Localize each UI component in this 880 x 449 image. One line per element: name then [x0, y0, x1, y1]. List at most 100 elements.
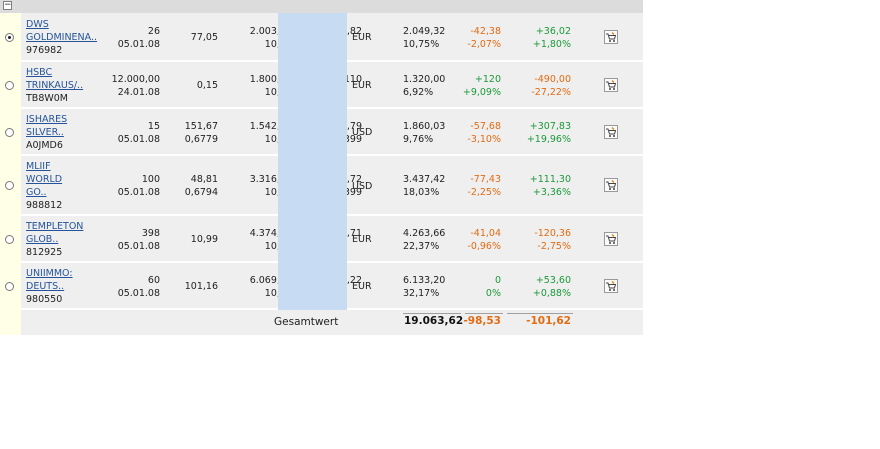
purchase-date: 05.01.08 [117, 187, 160, 198]
currency: EUR [352, 32, 372, 43]
total-change-abs: +53,60 [535, 274, 571, 286]
current-price: 0,110 [334, 73, 362, 85]
day-change-abs: -42,38 [470, 25, 501, 37]
row-select-radio[interactable] [5, 32, 14, 42]
security-wkn: TB8W0M [26, 93, 68, 104]
security-name-link[interactable]: GOLDMINENA.. [26, 32, 98, 43]
shopping-cart-icon[interactable] [604, 278, 618, 293]
current-price: 10,71 [334, 227, 362, 239]
total-change-pct: -27,22% [531, 86, 571, 98]
purchase-cost: 2.003,30 [249, 25, 292, 37]
total-label: Gesamtwert [274, 316, 339, 328]
quantity: 15 [147, 120, 160, 132]
shopping-cart-icon[interactable] [604, 29, 618, 44]
day-change-abs: -57,68 [470, 120, 501, 132]
security-name-link[interactable]: GLOB.. [26, 234, 59, 245]
purchase-price: 10,99 [190, 234, 218, 245]
current-price: 53,72 [334, 174, 362, 185]
security-wkn: 976982 [26, 45, 63, 56]
table-header-bar: − [0, 0, 643, 13]
security-name-link[interactable]: DWS [26, 19, 49, 30]
purchase-cost: 4.374,02 [249, 227, 292, 239]
purchase-price: 77,05 [190, 32, 218, 43]
purchase-price: 48,81 [190, 174, 218, 185]
total-overall-underline [507, 313, 573, 314]
shopping-cart-icon[interactable] [604, 124, 618, 139]
security-wkn: A0JMD6 [26, 140, 63, 151]
collapse-toggle-icon[interactable]: − [3, 0, 12, 10]
selection-column [0, 13, 21, 335]
currency: USD [352, 127, 373, 138]
total-value-underline [403, 313, 461, 314]
position-value: 2.049,32 [403, 25, 446, 37]
total-change-pct: +19,96% [526, 133, 571, 145]
total-row: Gesamtwert 19.063,62 -98,53 -101,62 [21, 310, 643, 335]
day-change-pct: -0,96% [467, 240, 501, 252]
security-name-link[interactable]: DEUTS.. [26, 281, 65, 292]
security-name-link[interactable]: SILVER.. [26, 127, 64, 138]
position-value: 3.437,42 [403, 174, 446, 185]
purchase-date: 05.01.08 [117, 133, 160, 145]
security-wkn: 980550 [26, 294, 63, 305]
shopping-cart-icon[interactable] [604, 231, 618, 246]
row-select-radio[interactable] [5, 80, 14, 90]
row-select-radio[interactable] [5, 127, 14, 137]
portfolio-weight: 22,37% [403, 240, 440, 252]
portfolio-weight: 6,92% [403, 86, 434, 98]
position-value: 4.263,66 [403, 227, 446, 239]
purchase-cost: 1.542,20 [249, 120, 292, 132]
day-change-abs: -41,04 [470, 227, 501, 239]
currency: EUR [352, 281, 372, 292]
purchase-date: 05.01.08 [117, 287, 160, 299]
security-name-link[interactable]: MLIIF [26, 161, 51, 172]
security-wkn: 988812 [26, 200, 63, 211]
row-select-radio[interactable] [5, 234, 14, 244]
currency: EUR [352, 234, 372, 245]
purchase-price: 151,67 [184, 120, 218, 132]
total-change-pct: -2,75% [537, 240, 571, 252]
currency: EUR [352, 80, 372, 91]
security-name-link[interactable]: TRINKAUS/.. [26, 80, 84, 91]
quantity: 26 [147, 25, 160, 37]
security-wkn: 812925 [26, 247, 63, 258]
shopping-cart-icon[interactable] [604, 178, 618, 192]
current-price-column-highlight [278, 13, 347, 310]
current-price: 78,82 [334, 25, 362, 37]
quantity: 100 [141, 174, 160, 185]
total-change-pct: +3,36% [532, 187, 571, 198]
row-select-radio[interactable] [5, 181, 14, 190]
day-change-abs: +120 [474, 73, 501, 85]
portfolio-weight: 18,03% [403, 187, 440, 198]
total-change-pct: +1,80% [532, 38, 571, 50]
security-name-link[interactable]: HSBC [26, 67, 53, 78]
day-change-pct: -2,07% [467, 38, 501, 50]
security-name-link[interactable]: ISHARES [26, 114, 68, 125]
day-change-abs: -77,43 [470, 174, 501, 185]
day-change-pct: +9,09% [462, 86, 501, 98]
radio-selected-dot [8, 35, 11, 39]
security-name-link[interactable]: GO.. [26, 187, 47, 198]
total-change-pct: +0,88% [532, 287, 571, 299]
quantity: 398 [141, 227, 160, 239]
day-change-pct: 0% [485, 287, 501, 299]
quantity: 60 [147, 274, 160, 286]
security-name-link[interactable]: TEMPLETON [26, 221, 84, 232]
security-name-link[interactable]: WORLD [26, 174, 63, 185]
security-name-link[interactable]: UNIIMMO: [26, 268, 73, 279]
purchase-cost: 1.800,00 [249, 73, 292, 85]
purchase-price: 0,15 [196, 80, 218, 91]
total-day-change: -98,53 [463, 315, 501, 327]
purchase-date: 05.01.08 [117, 38, 160, 50]
purchase-fx-rate: 0,6794 [184, 187, 218, 198]
position-value: 1.320,00 [403, 73, 446, 85]
purchase-date: 24.01.08 [117, 86, 160, 98]
row-select-radio[interactable] [5, 281, 14, 291]
position-value: 1.860,03 [403, 120, 446, 132]
purchase-cost: 6.069,60 [249, 274, 292, 286]
portfolio-weight: 10,75% [403, 38, 440, 50]
total-change-abs: +36,02 [535, 25, 571, 37]
shopping-cart-icon[interactable] [604, 77, 618, 92]
position-value: 6.133,20 [403, 274, 446, 286]
total-change-abs: +307,83 [529, 120, 571, 132]
currency: USD [352, 180, 373, 192]
